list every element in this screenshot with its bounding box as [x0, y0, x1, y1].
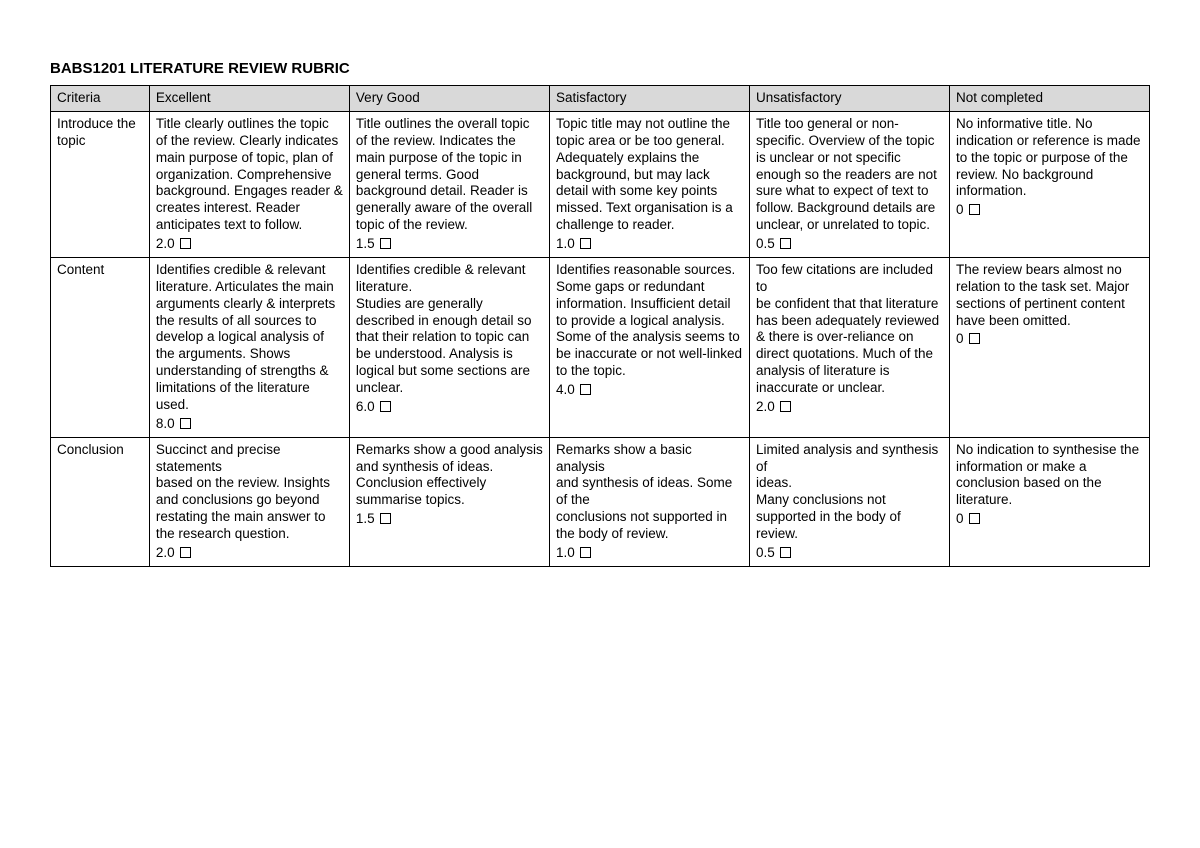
rubric-cell: Remarks show a basic analysisand synthes… — [549, 437, 749, 566]
table-row: ContentIdentifies credible & relevant li… — [51, 257, 1150, 437]
checkbox-icon[interactable] — [969, 513, 980, 524]
rubric-cell-text: Succinct and precise statementsbased on … — [156, 442, 343, 543]
criteria-cell: Introduce the topic — [51, 111, 150, 257]
rubric-cell-text: No indication to synthesise the informat… — [956, 442, 1143, 510]
checkbox-icon[interactable] — [180, 547, 191, 558]
score-value: 8.0 — [156, 416, 179, 431]
rubric-cell: Title too general or non-specific. Overv… — [749, 111, 949, 257]
checkbox-icon[interactable] — [180, 418, 191, 429]
checkbox-icon[interactable] — [780, 238, 791, 249]
rubric-cell: Title outlines the overall topic of the … — [349, 111, 549, 257]
score-value: 0.5 — [756, 545, 779, 560]
criteria-cell: Content — [51, 257, 150, 437]
rubric-cell: Remarks show a good analysisand synthesi… — [349, 437, 549, 566]
rubric-cell-text: Identifies reasonable sources. Some gaps… — [556, 262, 743, 380]
score-value: 1.5 — [356, 511, 379, 526]
rubric-cell: Topic title may not outline the topic ar… — [549, 111, 749, 257]
score-value: 0 — [956, 511, 967, 526]
rubric-cell: No informative title. No indication or r… — [949, 111, 1149, 257]
rubric-cell: Title clearly outlines the topic of the … — [149, 111, 349, 257]
rubric-cell-text: Identifies credible & relevant literatur… — [156, 262, 343, 414]
score-line: 2.0 — [156, 545, 343, 562]
score-value: 2.0 — [756, 399, 779, 414]
rubric-cell: Limited analysis and synthesis ofideas.M… — [749, 437, 949, 566]
table-row: ConclusionSuccinct and precise statement… — [51, 437, 1150, 566]
col-header-notcompleted: Not completed — [949, 86, 1149, 112]
score-value: 4.0 — [556, 382, 579, 397]
checkbox-icon[interactable] — [380, 238, 391, 249]
col-header-satisfactory: Satisfactory — [549, 86, 749, 112]
table-row: Introduce the topicTitle clearly outline… — [51, 111, 1150, 257]
score-line: 1.0 — [556, 236, 743, 253]
score-value: 6.0 — [356, 399, 379, 414]
rubric-cell-text: Identifies credible & relevantliterature… — [356, 262, 543, 397]
score-line: 0.5 — [756, 545, 943, 562]
score-line: 6.0 — [356, 399, 543, 416]
rubric-cell-text: Limited analysis and synthesis ofideas.M… — [756, 442, 943, 543]
score-line: 4.0 — [556, 382, 743, 399]
score-value: 0 — [956, 331, 967, 346]
col-header-unsatisfactory: Unsatisfactory — [749, 86, 949, 112]
score-line: 1.5 — [356, 236, 543, 253]
checkbox-icon[interactable] — [780, 547, 791, 558]
col-header-criteria: Criteria — [51, 86, 150, 112]
checkbox-icon[interactable] — [580, 238, 591, 249]
score-value: 1.0 — [556, 236, 579, 251]
criteria-cell: Conclusion — [51, 437, 150, 566]
rubric-cell-text: No informative title. No indication or r… — [956, 116, 1143, 200]
checkbox-icon[interactable] — [380, 513, 391, 524]
checkbox-icon[interactable] — [180, 238, 191, 249]
score-line: 0.5 — [756, 236, 943, 253]
rubric-cell: Identifies credible & relevantliterature… — [349, 257, 549, 437]
col-header-verygood: Very Good — [349, 86, 549, 112]
checkbox-icon[interactable] — [780, 401, 791, 412]
rubric-cell-text: Title clearly outlines the topic of the … — [156, 116, 343, 234]
rubric-cell: Too few citations are included tobe conf… — [749, 257, 949, 437]
score-line: 1.0 — [556, 545, 743, 562]
score-line: 2.0 — [156, 236, 343, 253]
rubric-cell: No indication to synthesise the informat… — [949, 437, 1149, 566]
score-line: 2.0 — [756, 399, 943, 416]
score-line: 0 — [956, 511, 1143, 528]
rubric-cell-text: The review bears almost norelation to th… — [956, 262, 1143, 330]
score-value: 1.5 — [356, 236, 379, 251]
rubric-table: Criteria Excellent Very Good Satisfactor… — [50, 85, 1150, 567]
rubric-cell: Identifies reasonable sources. Some gaps… — [549, 257, 749, 437]
checkbox-icon[interactable] — [580, 547, 591, 558]
score-line: 8.0 — [156, 416, 343, 433]
rubric-cell-text: Too few citations are included tobe conf… — [756, 262, 943, 397]
header-row: Criteria Excellent Very Good Satisfactor… — [51, 86, 1150, 112]
score-value: 1.0 — [556, 545, 579, 560]
score-line: 0 — [956, 331, 1143, 348]
rubric-cell: Succinct and precise statementsbased on … — [149, 437, 349, 566]
score-value: 2.0 — [156, 236, 179, 251]
score-value: 0.5 — [756, 236, 779, 251]
checkbox-icon[interactable] — [380, 401, 391, 412]
page-title: BABS1201 LITERATURE REVIEW RUBRIC — [50, 60, 1150, 77]
score-line: 1.5 — [356, 511, 543, 528]
score-line: 0 — [956, 202, 1143, 219]
score-value: 2.0 — [156, 545, 179, 560]
score-value: 0 — [956, 202, 967, 217]
rubric-cell-text: Remarks show a good analysisand synthesi… — [356, 442, 543, 510]
rubric-cell-text: Remarks show a basic analysisand synthes… — [556, 442, 743, 543]
rubric-cell-text: Title too general or non-specific. Overv… — [756, 116, 943, 234]
rubric-cell-text: Title outlines the overall topic of the … — [356, 116, 543, 234]
col-header-excellent: Excellent — [149, 86, 349, 112]
rubric-cell: The review bears almost norelation to th… — [949, 257, 1149, 437]
checkbox-icon[interactable] — [969, 333, 980, 344]
rubric-cell: Identifies credible & relevant literatur… — [149, 257, 349, 437]
checkbox-icon[interactable] — [580, 384, 591, 395]
rubric-cell-text: Topic title may not outline the topic ar… — [556, 116, 743, 234]
checkbox-icon[interactable] — [969, 204, 980, 215]
